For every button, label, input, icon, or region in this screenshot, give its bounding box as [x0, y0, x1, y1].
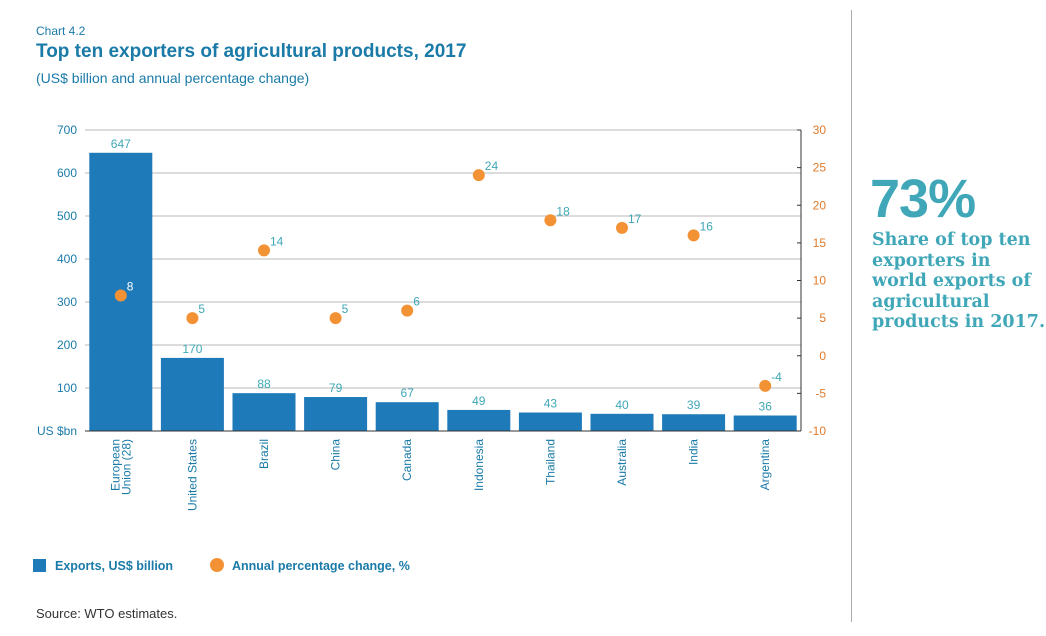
right-axis-tick-label: 15: [813, 236, 827, 250]
legend-item-exports: Exports, US$ billion: [33, 558, 213, 576]
category-label: United States: [185, 439, 199, 511]
bar-value-label: 40: [615, 398, 629, 412]
change-point: [687, 229, 700, 242]
category-label: Brazil: [257, 439, 271, 469]
bar: [160, 357, 224, 431]
chart-number-label: Chart 4.2: [36, 24, 86, 38]
category-label: European: [108, 439, 122, 491]
right-axis-tick-label: 30: [813, 123, 827, 137]
legend-item-change: Annual percentage change, %: [210, 558, 440, 576]
change-point: [329, 312, 342, 325]
bar: [447, 409, 511, 431]
bar-value-label: 36: [759, 400, 773, 414]
bar: [733, 415, 797, 431]
left-axis-tick-label: 100: [57, 381, 77, 395]
chart-subtitle: (US$ billion and annual percentage chang…: [36, 70, 310, 86]
change-point: [114, 289, 127, 302]
bar: [232, 393, 296, 431]
right-axis-tick-label: 0: [819, 349, 826, 363]
bar-value-label: 39: [687, 398, 701, 412]
change-value-label: -4: [771, 370, 782, 384]
left-axis-tick-label: 300: [57, 295, 77, 309]
change-value-label: 14: [270, 234, 284, 248]
category-label: Union (28): [119, 439, 133, 495]
right-axis-tick-label: 10: [813, 274, 827, 288]
bar-value-label: 67: [401, 386, 415, 400]
vertical-divider: [851, 10, 852, 622]
left-axis-unit-label: US $bn: [37, 424, 77, 438]
change-value-label: 18: [556, 204, 570, 218]
bar: [662, 414, 726, 431]
category-label: China: [329, 439, 343, 471]
category-label: Canada: [400, 439, 414, 481]
left-axis-tick-label: 400: [57, 252, 77, 266]
share-stat: 73%: [870, 169, 976, 229]
left-axis-tick-label: 500: [57, 209, 77, 223]
change-point: [616, 221, 628, 234]
bar-value-label: 79: [329, 381, 343, 395]
change-value-label: 6: [413, 295, 420, 309]
left-axis-tick-label: 200: [57, 338, 77, 352]
bar-value-label: 49: [472, 394, 486, 408]
source-note: Source: WTO estimates.: [36, 606, 178, 621]
bar: [304, 397, 368, 431]
bar-value-label: 88: [257, 377, 271, 391]
chart-title: Top ten exporters of agricultural produc…: [36, 41, 467, 62]
left-axis-tick-label: 700: [57, 123, 77, 137]
category-label: Argentina: [758, 439, 772, 491]
change-point: [186, 312, 199, 325]
change-value-label: 5: [342, 302, 349, 316]
change-point: [258, 244, 270, 257]
right-axis-tick-label: -5: [815, 386, 826, 400]
right-axis-tick-label: 20: [813, 198, 827, 212]
change-point: [401, 304, 414, 317]
bar: [375, 402, 439, 431]
bar: [590, 413, 654, 431]
change-point: [472, 169, 485, 182]
legend-dot-swatch: [210, 558, 224, 572]
change-value-label: 24: [485, 159, 499, 173]
legend-bar-swatch: [33, 559, 46, 572]
right-axis-tick-label: 5: [819, 311, 826, 325]
right-axis-tick-label: -10: [809, 424, 827, 438]
left-axis-tick-label: 600: [57, 166, 77, 180]
category-label: Thailand: [543, 439, 557, 485]
legend-change-label: Annual percentage change, %: [232, 559, 410, 573]
legend-exports-label: Exports, US$ billion: [55, 559, 174, 573]
change-value-label: 16: [700, 219, 714, 233]
change-point: [759, 379, 772, 392]
category-label: India: [687, 439, 701, 465]
bar-value-label: 647: [111, 137, 131, 151]
right-axis-tick-label: 25: [813, 161, 827, 175]
category-label: Indonesia: [472, 439, 486, 491]
bar-value-label: 170: [182, 342, 202, 356]
share-stat-description: Share of top ten exporters in world expo…: [872, 230, 1046, 332]
bar-value-label: 43: [544, 397, 558, 411]
change-value-label: 17: [628, 212, 642, 226]
change-value-label: 8: [127, 280, 134, 294]
bar: [518, 412, 582, 431]
change-point: [544, 214, 557, 227]
category-label: Australia: [615, 439, 629, 486]
change-value-label: 5: [198, 302, 205, 316]
